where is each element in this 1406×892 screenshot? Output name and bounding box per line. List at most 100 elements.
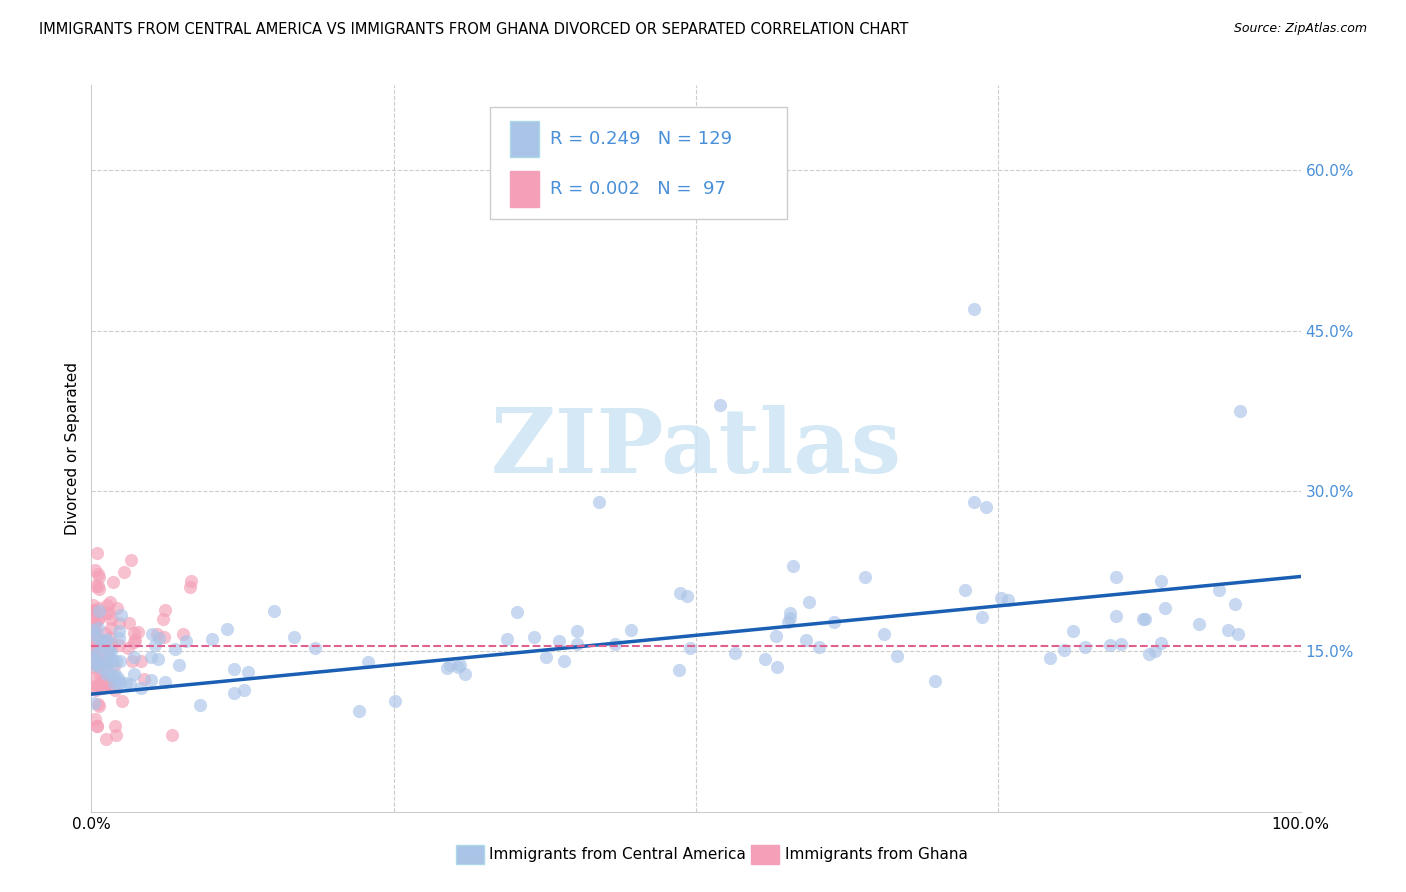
Point bbox=[90, 681, 112, 695]
Point bbox=[100, 678, 122, 692]
Point bbox=[86, 658, 108, 673]
Point bbox=[100, 612, 122, 626]
Point bbox=[83, 658, 105, 673]
Point bbox=[96, 653, 118, 667]
Point bbox=[86, 653, 108, 667]
Point bbox=[139, 673, 162, 688]
Point bbox=[89, 668, 111, 682]
Point bbox=[84, 648, 107, 663]
Point bbox=[304, 640, 326, 655]
Point bbox=[132, 672, 155, 686]
Point bbox=[127, 625, 149, 640]
Point bbox=[82, 623, 104, 637]
Point bbox=[1105, 569, 1128, 583]
Point bbox=[678, 641, 700, 656]
Point bbox=[548, 633, 571, 648]
Point bbox=[110, 607, 132, 622]
Point bbox=[963, 494, 986, 508]
Point bbox=[90, 637, 112, 651]
Text: Immigrants from Central America: Immigrants from Central America bbox=[489, 847, 747, 862]
Point bbox=[101, 574, 124, 589]
Point bbox=[107, 675, 129, 690]
Point bbox=[1105, 608, 1128, 623]
Text: IMMIGRANTS FROM CENTRAL AMERICA VS IMMIGRANTS FROM GHANA DIVORCED OR SEPARATED C: IMMIGRANTS FROM CENTRAL AMERICA VS IMMIG… bbox=[39, 22, 908, 37]
Point bbox=[84, 579, 107, 593]
Point bbox=[1229, 404, 1251, 418]
Point bbox=[222, 686, 245, 700]
Point bbox=[122, 626, 145, 640]
Point bbox=[797, 595, 820, 609]
Point bbox=[118, 615, 141, 630]
Point bbox=[96, 599, 118, 613]
Point bbox=[565, 637, 588, 651]
Point bbox=[83, 616, 105, 631]
Point bbox=[1062, 624, 1084, 638]
Point bbox=[103, 675, 125, 690]
Point bbox=[82, 598, 104, 612]
Point bbox=[523, 631, 546, 645]
Point bbox=[101, 674, 124, 689]
Point bbox=[668, 663, 690, 677]
Point bbox=[86, 719, 108, 733]
Point bbox=[87, 582, 110, 597]
Point bbox=[165, 641, 187, 656]
Point bbox=[953, 583, 976, 598]
Point bbox=[82, 603, 104, 617]
Point bbox=[97, 648, 120, 662]
Point bbox=[779, 606, 801, 620]
Point bbox=[823, 615, 845, 629]
Point bbox=[89, 658, 111, 673]
Point bbox=[141, 650, 163, 665]
Point bbox=[83, 655, 105, 669]
Point bbox=[105, 600, 128, 615]
Point bbox=[87, 569, 110, 583]
Point bbox=[94, 632, 117, 647]
Point bbox=[83, 603, 105, 617]
Point bbox=[94, 625, 117, 640]
Point bbox=[120, 553, 142, 567]
Point bbox=[82, 660, 104, 674]
Point bbox=[148, 632, 170, 646]
Point bbox=[236, 665, 259, 679]
Point bbox=[86, 719, 108, 733]
Point bbox=[84, 648, 107, 663]
Point bbox=[96, 633, 118, 648]
Point bbox=[87, 678, 110, 692]
Point bbox=[103, 658, 125, 673]
Point bbox=[167, 657, 190, 672]
Point bbox=[232, 683, 254, 698]
Point bbox=[997, 593, 1019, 607]
Point bbox=[1109, 637, 1132, 651]
FancyBboxPatch shape bbox=[510, 170, 538, 207]
Point bbox=[765, 629, 787, 643]
Point bbox=[1223, 597, 1246, 611]
Point bbox=[86, 578, 108, 592]
Point bbox=[506, 605, 529, 619]
Point bbox=[1216, 624, 1239, 638]
Point bbox=[217, 622, 239, 636]
Point bbox=[121, 654, 143, 668]
Point bbox=[93, 635, 115, 649]
Point bbox=[963, 302, 986, 317]
Point bbox=[87, 604, 110, 618]
Point bbox=[124, 666, 146, 681]
Point bbox=[1188, 617, 1211, 632]
Point bbox=[86, 546, 108, 560]
Point bbox=[87, 658, 110, 673]
Point bbox=[97, 644, 120, 658]
FancyBboxPatch shape bbox=[510, 121, 538, 158]
Point bbox=[108, 638, 131, 652]
Point bbox=[94, 606, 117, 620]
Point bbox=[974, 500, 997, 514]
Point bbox=[83, 644, 105, 658]
Point bbox=[82, 671, 104, 685]
Point bbox=[83, 630, 105, 644]
Point bbox=[83, 638, 105, 652]
Point bbox=[1143, 643, 1166, 657]
Point bbox=[104, 728, 127, 742]
Point bbox=[86, 657, 108, 671]
Point bbox=[84, 712, 107, 726]
Point bbox=[111, 694, 134, 708]
Point bbox=[180, 574, 202, 588]
Point bbox=[669, 586, 692, 600]
